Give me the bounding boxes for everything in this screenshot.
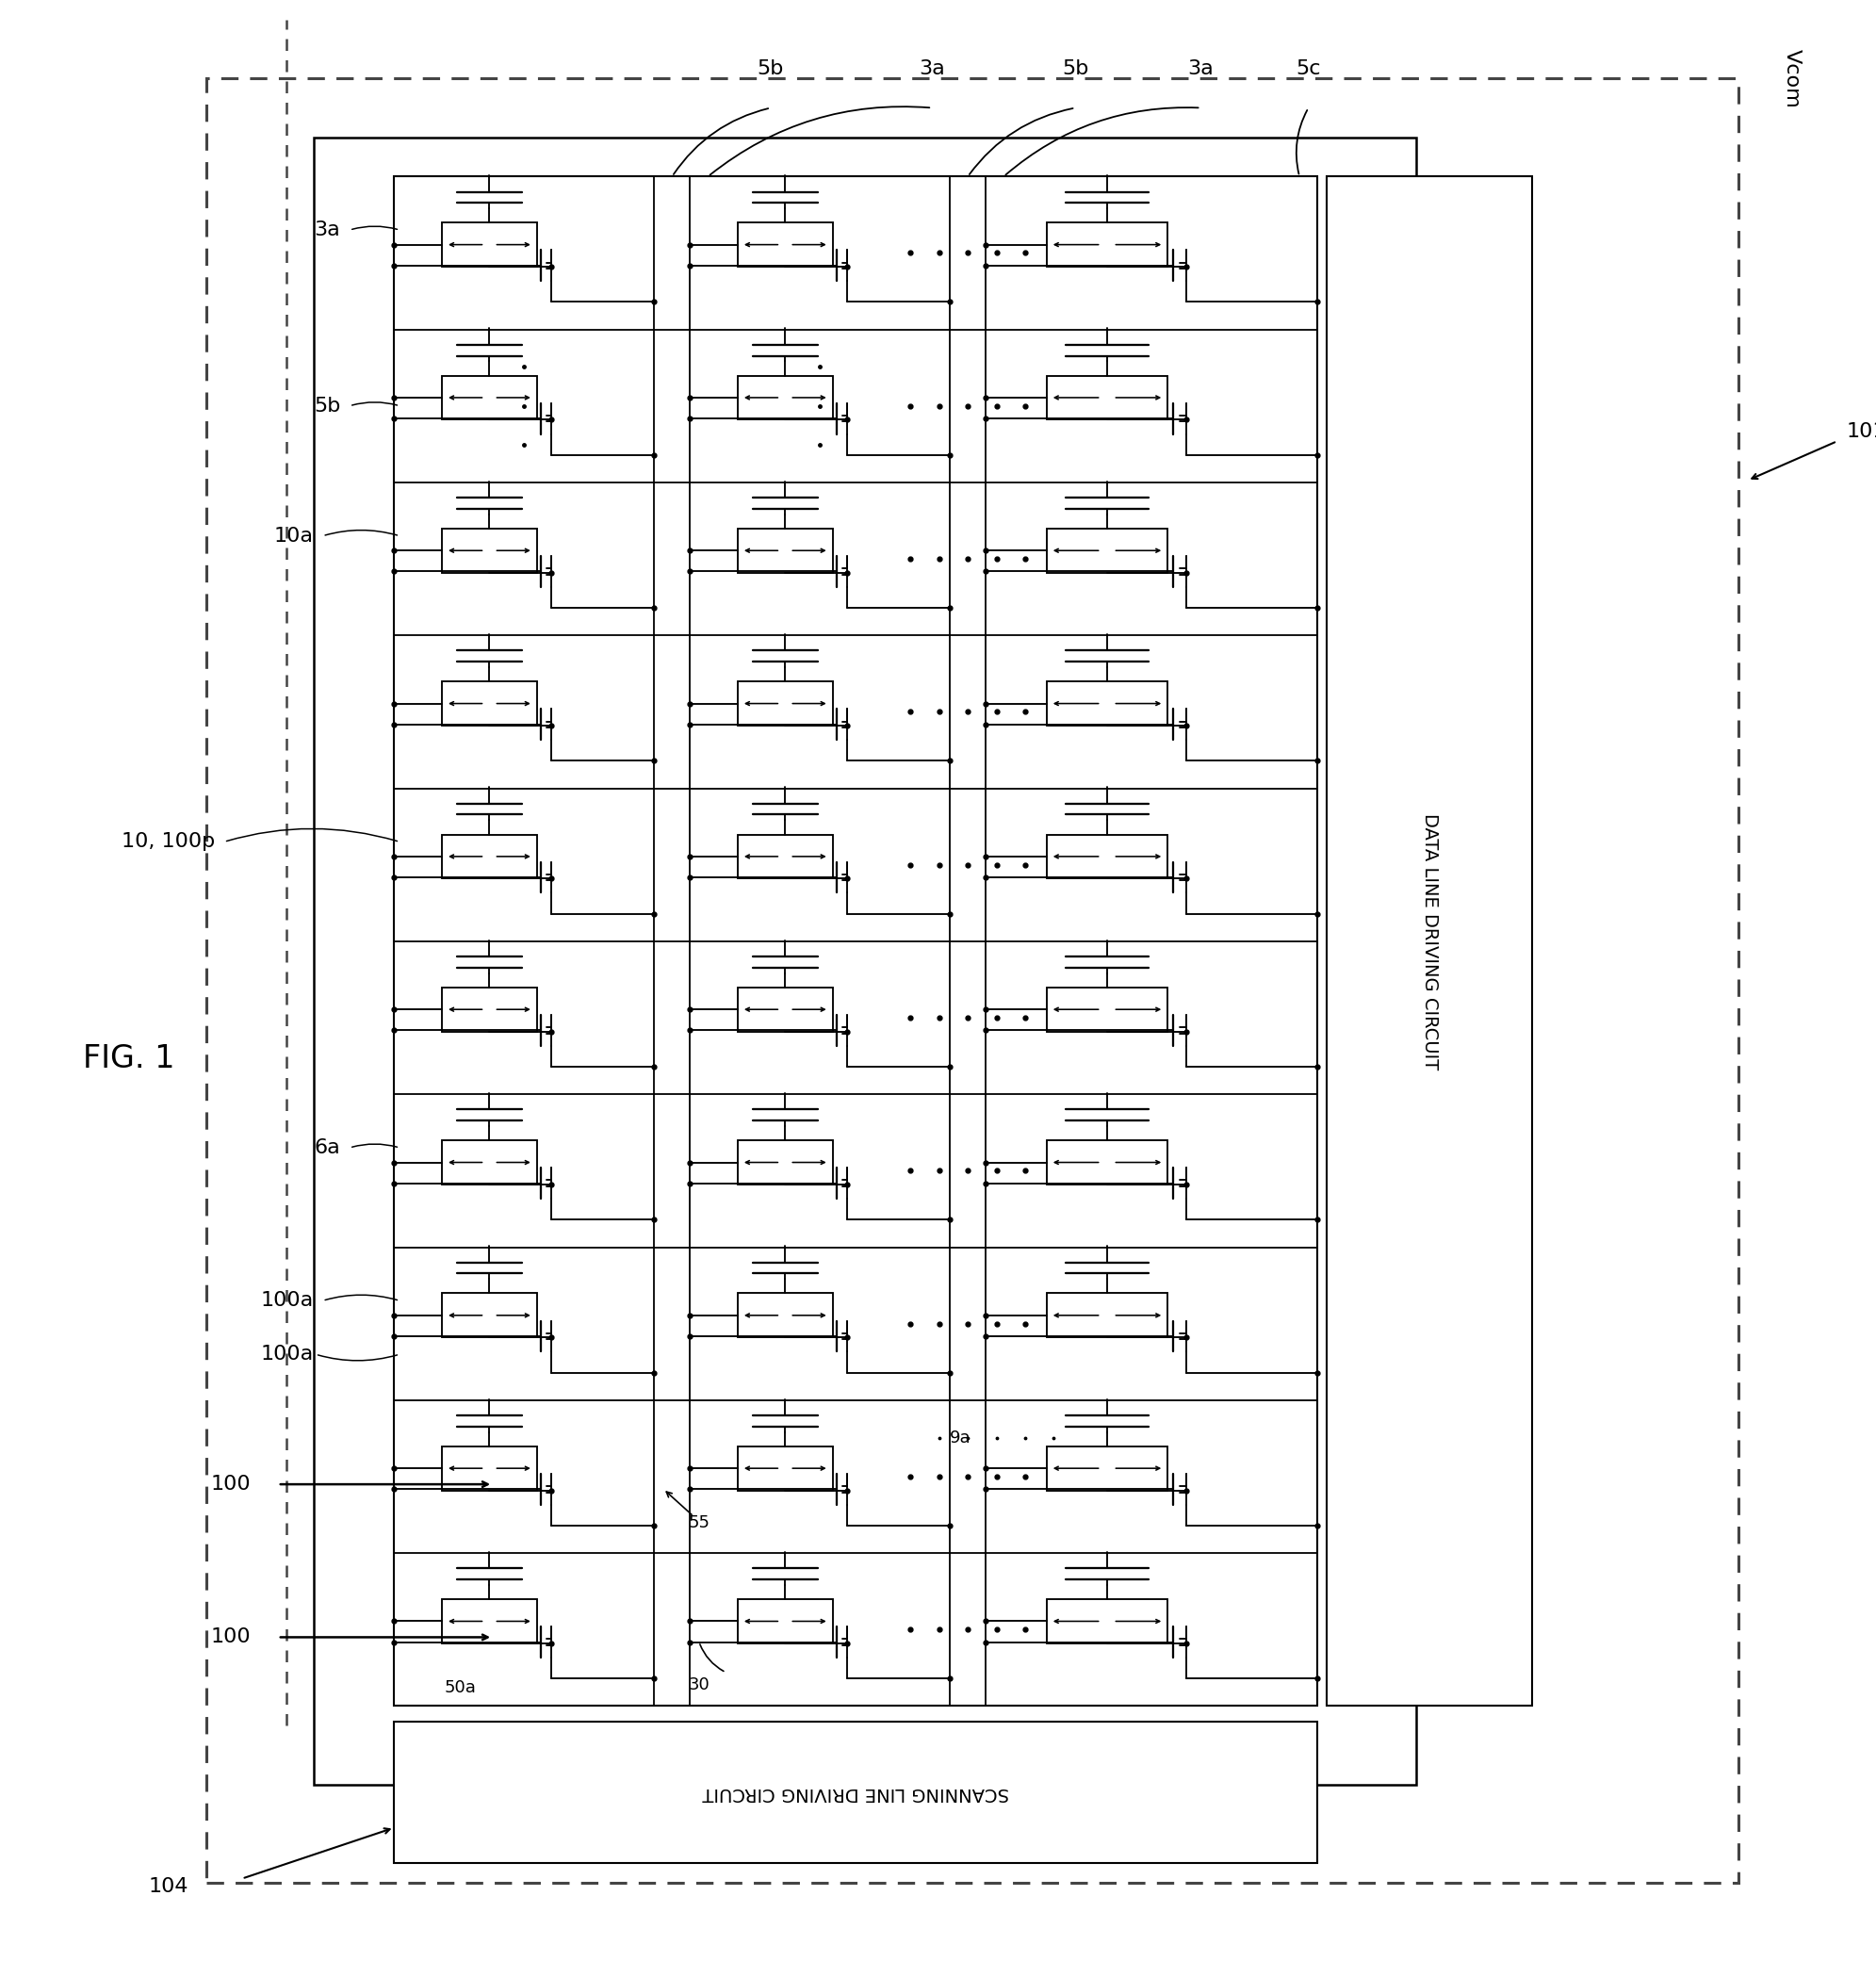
Text: SCANNING LINE DRIVING CIRCUIT: SCANNING LINE DRIVING CIRCUIT <box>702 1783 1009 1802</box>
Bar <box>1047 1294 1167 1337</box>
Bar <box>737 682 833 726</box>
Text: 10, 100p: 10, 100p <box>122 831 216 851</box>
Text: 5b: 5b <box>1062 59 1088 78</box>
Bar <box>737 988 833 1031</box>
Text: 5c: 5c <box>1296 59 1321 78</box>
Bar <box>737 224 833 267</box>
Bar <box>1326 176 1533 1706</box>
Bar <box>1047 835 1167 879</box>
Text: 50a: 50a <box>445 1679 477 1696</box>
Bar <box>443 1600 537 1643</box>
Bar <box>443 835 537 879</box>
Bar <box>1047 1600 1167 1643</box>
Bar <box>737 835 833 879</box>
Text: 100a: 100a <box>261 1345 313 1363</box>
Bar <box>443 1294 537 1337</box>
Text: 101: 101 <box>1846 422 1876 441</box>
Bar <box>443 1141 537 1184</box>
Text: 104: 104 <box>148 1877 188 1896</box>
Text: 10a: 10a <box>274 526 313 545</box>
Bar <box>1047 988 1167 1031</box>
Text: 30: 30 <box>688 1677 709 1692</box>
Bar <box>737 377 833 420</box>
Bar <box>1047 377 1167 420</box>
Bar <box>1047 1141 1167 1184</box>
Bar <box>443 224 537 267</box>
Text: 5b: 5b <box>313 396 341 416</box>
Bar <box>737 1600 833 1643</box>
Bar <box>1047 224 1167 267</box>
Text: 6a: 6a <box>315 1137 341 1157</box>
Text: 3a: 3a <box>315 220 341 239</box>
Bar <box>443 529 537 573</box>
Text: 100: 100 <box>210 1628 251 1647</box>
Text: 55: 55 <box>688 1514 709 1532</box>
Text: DATA LINE DRIVING CIRCUIT: DATA LINE DRIVING CIRCUIT <box>1420 814 1439 1069</box>
Bar <box>443 1447 537 1490</box>
Text: FIG. 1: FIG. 1 <box>83 1043 174 1075</box>
Text: 3a: 3a <box>1188 59 1214 78</box>
Bar <box>737 1447 833 1490</box>
Bar <box>443 988 537 1031</box>
Bar <box>737 1294 833 1337</box>
Text: 5b: 5b <box>758 59 784 78</box>
Bar <box>394 176 1317 1706</box>
Bar <box>737 529 833 573</box>
Text: 100: 100 <box>210 1475 251 1494</box>
Bar <box>1047 529 1167 573</box>
Bar <box>1047 1447 1167 1490</box>
Bar <box>1047 682 1167 726</box>
Bar <box>443 682 537 726</box>
Text: Vcom: Vcom <box>1782 49 1801 108</box>
Text: 9a: 9a <box>949 1430 972 1447</box>
Bar <box>206 78 1739 1883</box>
Bar <box>313 137 1416 1785</box>
Bar <box>443 377 537 420</box>
Text: 3a: 3a <box>919 59 946 78</box>
Bar <box>737 1141 833 1184</box>
Bar <box>394 1722 1317 1863</box>
Text: 100a: 100a <box>261 1290 313 1310</box>
